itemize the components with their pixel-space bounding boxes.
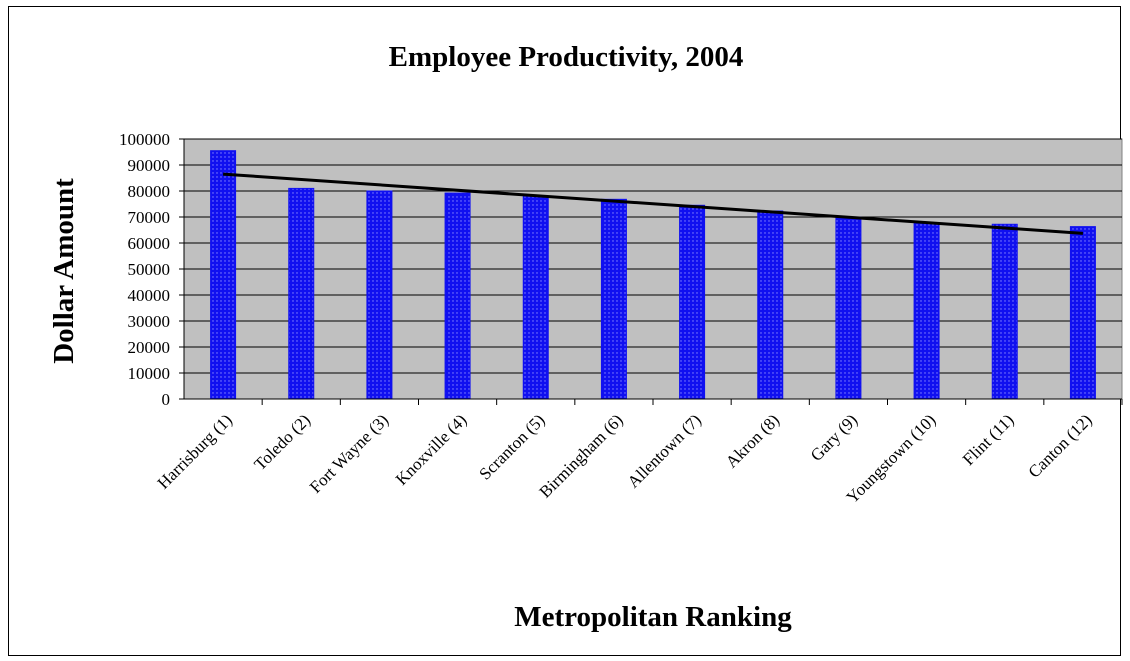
- x-tick-label: Fort Wayne (3): [306, 410, 392, 496]
- bar: [1069, 226, 1096, 400]
- x-tick-label: Flint (11): [959, 410, 1018, 469]
- bar: [288, 187, 315, 400]
- bar: [913, 222, 940, 400]
- x-tick-label: Canton (12): [1025, 410, 1096, 481]
- chart-title: Employee Productivity, 2004: [389, 41, 744, 73]
- x-axis-title: Metropolitan Ranking: [514, 601, 792, 633]
- y-tick-label: 10000: [128, 364, 171, 383]
- bar: [757, 210, 784, 400]
- y-axis-title: Dollar Amount: [48, 178, 80, 364]
- y-tick-label: 80000: [128, 182, 171, 201]
- bar: [835, 216, 862, 400]
- y-tick-label: 50000: [128, 260, 171, 279]
- y-tick-label: 60000: [128, 234, 171, 253]
- y-tick-label: 100000: [119, 130, 170, 149]
- x-tick-label: Birmingham (6): [536, 410, 627, 501]
- x-tick-label: Harrisburg (1): [154, 410, 236, 492]
- bar: [210, 150, 237, 400]
- y-tick-label: 20000: [128, 338, 171, 357]
- bar: [600, 198, 627, 400]
- y-tick-label: 30000: [128, 312, 171, 331]
- y-tick-label: 40000: [128, 286, 171, 305]
- bar: [366, 190, 393, 400]
- x-tick-labels: Harrisburg (1) Toledo (2)Fort Wayne (3) Kn…: [154, 399, 1123, 507]
- trendline-group: [222, 172, 1084, 235]
- y-tick-label: 70000: [128, 208, 171, 227]
- gridlines: [184, 138, 1122, 374]
- bar: [522, 195, 549, 400]
- x-tick-label: Gary (9): [807, 410, 861, 464]
- x-tick-label: Scranton (5): [475, 410, 548, 483]
- y-tick-labels: 0 10000 20000 30000 40000 50000 60000 70000 8000…: [119, 130, 184, 409]
- y-tick-label: 90000: [128, 156, 171, 175]
- bar: [444, 192, 471, 400]
- x-tick-label: Knoxville (4): [392, 410, 471, 489]
- bar: [679, 204, 706, 400]
- bar: [991, 223, 1018, 400]
- x-tick-label: Toledo (2): [250, 410, 314, 474]
- y-tick-label: 0: [162, 390, 171, 409]
- x-tick-label: Allentown (7): [624, 410, 705, 491]
- x-tick-label: Akron (8): [722, 410, 783, 471]
- trendline: [222, 172, 1084, 235]
